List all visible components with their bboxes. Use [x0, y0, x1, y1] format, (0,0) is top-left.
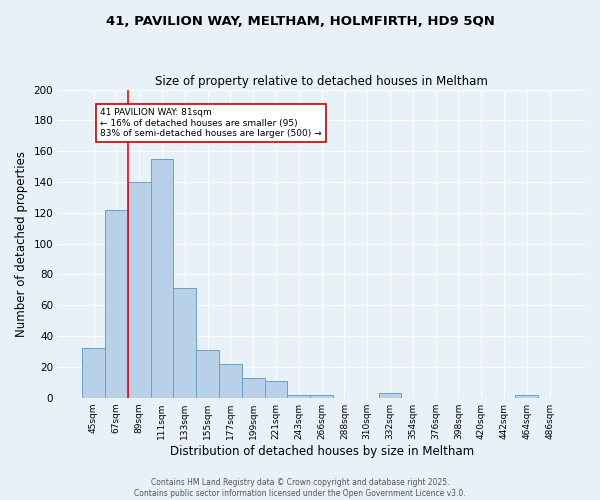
X-axis label: Distribution of detached houses by size in Meltham: Distribution of detached houses by size … [170, 444, 473, 458]
Title: Size of property relative to detached houses in Meltham: Size of property relative to detached ho… [155, 76, 488, 88]
Bar [515, 394, 538, 398]
Text: 41 PAVILION WAY: 81sqm
← 16% of detached houses are smaller (95)
83% of semi-det: 41 PAVILION WAY: 81sqm ← 16% of detached… [100, 108, 322, 138]
Bar [151, 159, 173, 398]
Bar [128, 182, 151, 398]
Text: Contains HM Land Registry data © Crown copyright and database right 2025.
Contai: Contains HM Land Registry data © Crown c… [134, 478, 466, 498]
Bar [310, 394, 333, 398]
Text: 41, PAVILION WAY, MELTHAM, HOLMFIRTH, HD9 5QN: 41, PAVILION WAY, MELTHAM, HOLMFIRTH, HD… [106, 15, 494, 28]
Bar [196, 350, 219, 398]
Bar [173, 288, 196, 398]
Bar [105, 210, 128, 398]
Bar [219, 364, 242, 398]
Bar [242, 378, 265, 398]
Bar [265, 381, 287, 398]
Bar [82, 348, 105, 398]
Bar [379, 393, 401, 398]
Bar [287, 394, 310, 398]
Y-axis label: Number of detached properties: Number of detached properties [15, 150, 28, 336]
